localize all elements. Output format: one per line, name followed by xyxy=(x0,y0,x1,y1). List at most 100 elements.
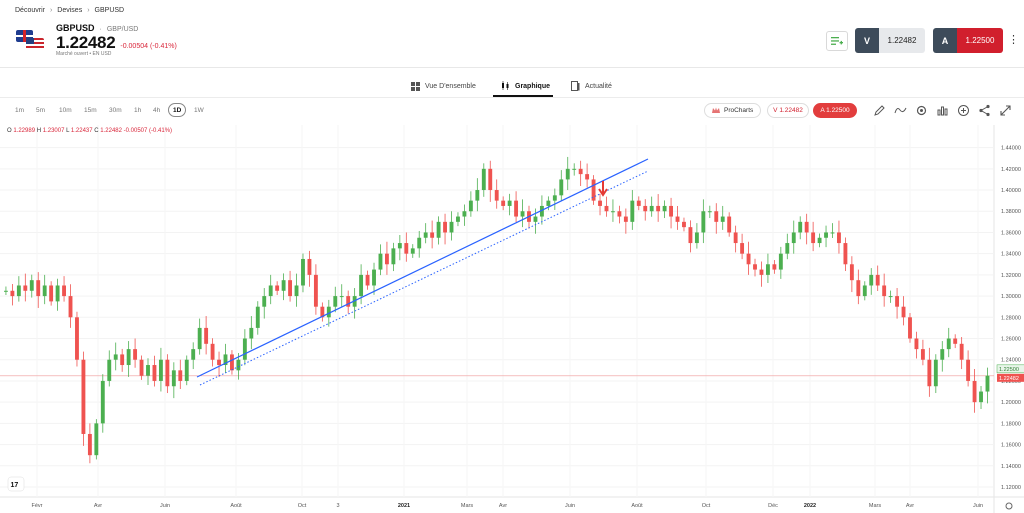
candle xyxy=(630,200,635,222)
breadcrumb-item-discover[interactable]: Découvrir xyxy=(15,7,45,14)
tab-news[interactable]: Actualité xyxy=(571,76,612,96)
settings-icon[interactable] xyxy=(915,104,928,117)
tab-chart-label: Graphique xyxy=(515,82,551,90)
market-status: Marché ouvert • EN USD xyxy=(56,51,112,57)
candle xyxy=(798,221,803,233)
candle xyxy=(120,354,125,366)
indicators-icon[interactable] xyxy=(894,104,907,117)
candle xyxy=(552,195,557,201)
sell-label: V xyxy=(855,28,879,53)
candle xyxy=(133,349,138,360)
x-tick-label: Juin xyxy=(973,503,983,509)
candle xyxy=(740,243,745,254)
candle xyxy=(604,205,609,212)
timeframe-4h[interactable]: 4h xyxy=(153,106,161,114)
sell-button[interactable]: V 1.22482 xyxy=(855,28,925,53)
tab-overview[interactable]: Vue D'ensemble xyxy=(411,76,476,96)
candle xyxy=(49,285,54,302)
candle xyxy=(288,280,293,297)
candle xyxy=(417,237,422,249)
list-add-icon xyxy=(831,37,843,45)
buy-price-tag-label: 1.22500 xyxy=(999,367,1019,373)
tab-news-label: Actualité xyxy=(585,82,612,90)
candle xyxy=(811,232,816,244)
candle xyxy=(856,280,861,297)
share-icon[interactable] xyxy=(978,104,991,117)
news-icon xyxy=(571,81,580,91)
candle xyxy=(837,232,841,244)
sell-price-tag-label: 1.22482 xyxy=(999,376,1019,382)
candle xyxy=(972,380,977,403)
candle xyxy=(249,327,254,339)
candle xyxy=(359,274,364,297)
candle xyxy=(591,179,596,201)
more-options-icon[interactable]: ⋮ xyxy=(1008,34,1019,46)
buy-button[interactable]: A 1.22500 xyxy=(933,28,1003,53)
candle xyxy=(888,296,893,298)
instrument-price: 1.22482 xyxy=(56,33,116,52)
candle xyxy=(778,253,783,270)
sell-price-tag xyxy=(997,373,1024,382)
timeframe-1d[interactable]: 1D xyxy=(168,103,187,117)
plus-circle-icon[interactable] xyxy=(957,104,970,117)
buy-pill-button[interactable]: A 1.22500 xyxy=(813,103,857,118)
watchlist-add-button[interactable] xyxy=(826,31,848,51)
candle xyxy=(539,205,544,217)
candle xyxy=(979,391,983,403)
timeframe-30m[interactable]: 30m xyxy=(109,106,122,114)
price-chart[interactable]: 17 1.440001.420001.400001.380001.360001.… xyxy=(0,125,1024,513)
ohlc-readout: O 1.22989 H 1.23007 L 1.22437 C 1.22482 … xyxy=(7,128,173,134)
candle xyxy=(643,205,648,212)
x-tick-label: 3 xyxy=(336,503,339,509)
buy-price-tag xyxy=(996,364,1024,374)
candle xyxy=(585,174,590,180)
y-tick-label: 1.22000 xyxy=(1001,379,1021,385)
tab-overview-label: Vue D'ensemble xyxy=(425,82,476,90)
candle xyxy=(294,285,299,297)
bar-chart-icon[interactable] xyxy=(936,104,949,117)
candle xyxy=(733,232,738,244)
y-tick-label: 1.36000 xyxy=(1001,230,1021,236)
buy-label: A xyxy=(933,28,957,53)
candle xyxy=(397,243,402,249)
candle xyxy=(849,264,854,281)
breadcrumb-item-currencies[interactable]: Devises xyxy=(57,7,83,14)
x-tick-label: Oct xyxy=(298,503,307,509)
candle xyxy=(507,200,512,206)
x-tick-label: Avr xyxy=(906,503,914,509)
candle xyxy=(959,343,964,360)
candle xyxy=(197,327,202,350)
candle xyxy=(184,359,189,381)
instrument-pair: GBP/USD xyxy=(106,26,139,33)
prochart-button[interactable]: ProCharts xyxy=(704,103,762,118)
candle xyxy=(42,285,47,297)
candle xyxy=(701,211,706,233)
timeframe-15m[interactable]: 15m xyxy=(84,106,97,114)
candle xyxy=(785,243,790,254)
timeframe-10m[interactable]: 10m xyxy=(59,106,72,114)
candle xyxy=(320,306,325,318)
chart-candles xyxy=(4,156,990,464)
tab-chart[interactable]: Graphique xyxy=(501,76,550,96)
candle xyxy=(824,232,828,238)
y-tick-label: 1.20000 xyxy=(1001,400,1021,406)
y-tick-label: 1.16000 xyxy=(1001,443,1021,449)
timeframe-1w[interactable]: 1W xyxy=(194,106,204,114)
expand-icon[interactable] xyxy=(999,104,1012,117)
timeframe-1m[interactable]: 1m xyxy=(15,106,25,114)
candle xyxy=(462,211,467,217)
sell-pill-button[interactable]: V 1.22482 xyxy=(767,103,809,118)
candle xyxy=(920,349,925,360)
candle xyxy=(210,343,215,360)
candle xyxy=(869,274,874,286)
timeframe-5m[interactable]: 5m xyxy=(36,106,46,114)
prochart-label: ProCharts xyxy=(724,107,754,114)
candle xyxy=(255,306,260,328)
candle xyxy=(23,285,28,291)
pencil-icon[interactable] xyxy=(873,104,886,117)
timeframe-1h[interactable]: 1h xyxy=(134,106,142,114)
instrument-pair-sep: · xyxy=(99,26,102,33)
candle xyxy=(372,269,376,286)
candle xyxy=(946,338,951,350)
ohlc-open: 1.22989 xyxy=(13,128,36,134)
